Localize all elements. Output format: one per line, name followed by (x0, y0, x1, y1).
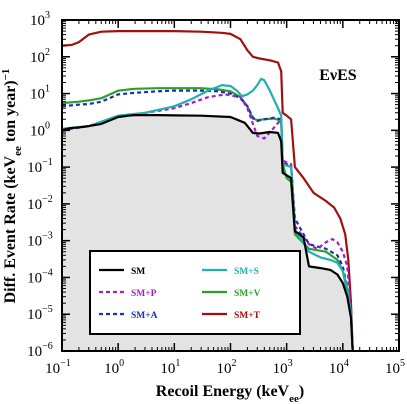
y-axis-label: Diff. Event Rate (keVee ton year)−1 (0, 69, 24, 304)
y-tick-label: 10−6 (27, 341, 53, 360)
y-tick-label: 100 (30, 120, 50, 139)
legend-label: SM+V (234, 289, 261, 299)
x-tick-label: 104 (329, 358, 349, 377)
series-line-sm-p (62, 93, 354, 351)
y-tick-label: 10−4 (27, 267, 53, 286)
x-tick-label: 100 (104, 358, 124, 377)
y-tick-label: 10−2 (27, 194, 53, 213)
y-tick-label: 10−3 (27, 231, 53, 250)
y-tick-label: 10−1 (27, 157, 53, 176)
series-line-sm-t (62, 30, 354, 351)
x-tick-label: 10−1 (45, 358, 71, 377)
legend-label: SM (131, 267, 145, 277)
y-tick-label: 101 (30, 84, 50, 103)
series-layer (62, 30, 354, 351)
legend-label: SM+A (131, 311, 158, 321)
x-tick-label: 101 (160, 358, 180, 377)
legend-label: SM+T (234, 311, 261, 321)
x-axis-label: Recoil Energy (keVee) (156, 383, 304, 404)
plot-frame (61, 19, 400, 352)
x-tick-label: 102 (217, 358, 237, 377)
legend: SM SM+S SM+P SM+V SM+A SM+T (89, 250, 301, 335)
series-line-sm (62, 114, 354, 351)
x-tick-label: 105 (385, 358, 405, 377)
legend-label: SM+S (234, 267, 259, 277)
annotation-label: EνES (319, 67, 356, 84)
legend-label: SM+P (131, 289, 157, 299)
series-line-sm-a (62, 89, 354, 351)
y-tick-label: 103 (30, 10, 50, 29)
series-line-sm-s (62, 77, 354, 351)
y-tick-label: 102 (30, 47, 50, 66)
x-tick-label: 103 (273, 358, 293, 377)
y-tick-label: 10−5 (27, 304, 53, 323)
legend-box (89, 250, 301, 335)
